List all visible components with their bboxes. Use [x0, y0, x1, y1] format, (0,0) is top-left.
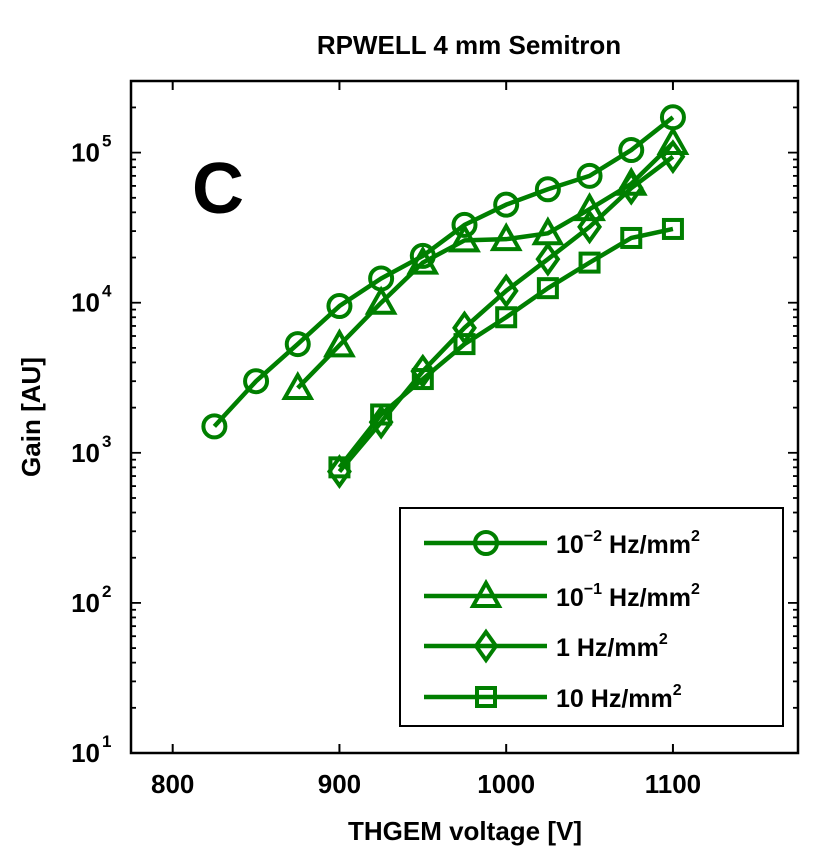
y-tick-exponent: 3 — [102, 432, 111, 451]
legend-item: 1 Hz/mm2 — [424, 628, 668, 664]
y-tick-exponent: 4 — [102, 282, 112, 301]
data-point-triangle — [281, 370, 315, 401]
data-point-square — [620, 226, 643, 249]
series-layer — [201, 104, 690, 490]
legend-label: 10−1 Hz/mm2 — [556, 581, 700, 612]
data-point-circle — [243, 368, 270, 395]
data-point-diamond — [577, 209, 603, 245]
x-axis-label: THGEM voltage [V] — [348, 816, 582, 846]
legend-marker — [473, 628, 499, 664]
legend: 10−2 Hz/mm2 10−1 Hz/mm2 1 Hz/mm2 10 Hz/mm2 — [399, 507, 784, 727]
series-circle — [201, 104, 686, 440]
data-point-circle — [451, 211, 478, 238]
x-tick-label: 1000 — [477, 769, 535, 799]
y-tick-exponent: 2 — [102, 582, 111, 601]
data-point-triangle — [406, 245, 440, 275]
y-tick-label: 10 — [71, 138, 100, 168]
data-point-square — [411, 368, 434, 391]
data-point-circle — [534, 176, 561, 203]
data-point-circle — [284, 331, 311, 358]
y-tick-label: 10 — [71, 738, 100, 768]
data-point-diamond — [368, 404, 394, 440]
y-tick-label: 10 — [71, 288, 100, 318]
data-point-diamond — [618, 170, 644, 206]
data-point-triangle — [364, 285, 398, 315]
y-tick-exponent: 5 — [102, 132, 111, 151]
data-point-square — [578, 251, 601, 274]
legend-label: 1 Hz/mm2 — [556, 631, 668, 662]
data-point-diamond — [660, 139, 686, 175]
plot-frame — [129, 79, 800, 755]
data-point-triangle — [448, 223, 481, 253]
legend-item: 10 Hz/mm2 — [424, 682, 682, 713]
legend-item: 10−1 Hz/mm2 — [424, 578, 700, 612]
x-tick-label: 900 — [318, 769, 361, 799]
legend-marker — [469, 578, 503, 608]
data-point-triangle — [573, 192, 606, 222]
series-line — [296, 141, 675, 390]
y-tick-label: 10 — [71, 588, 100, 618]
data-point-square — [453, 333, 476, 356]
data-point-square — [495, 306, 518, 329]
y-axis-label: Gain [AU] — [16, 357, 46, 477]
legend-label: 10 Hz/mm2 — [556, 682, 682, 713]
chart-title: RPWELL 4 mm Semitron — [317, 30, 621, 60]
panel-letter: C — [192, 149, 244, 229]
data-point-square — [661, 217, 684, 240]
data-point-circle — [493, 191, 520, 218]
x-tick-label: 1100 — [645, 769, 701, 799]
series-line — [212, 115, 675, 428]
data-point-diamond — [410, 353, 436, 389]
series-line — [337, 226, 674, 469]
y-tick-exponent: 1 — [102, 732, 111, 751]
data-point-circle — [201, 413, 228, 440]
data-point-square — [370, 403, 393, 426]
legend-label: 10−2 Hz/mm2 — [556, 528, 700, 559]
data-point-circle — [618, 137, 645, 164]
data-point-triangle — [489, 222, 523, 252]
data-point-circle — [326, 293, 353, 320]
legend-marker — [475, 686, 497, 708]
data-point-triangle — [656, 125, 690, 155]
series-square — [328, 217, 684, 479]
y-tick-label: 10 — [71, 438, 100, 468]
data-point-diamond — [493, 273, 519, 309]
data-point-square — [536, 277, 559, 300]
data-point-triangle — [323, 328, 356, 358]
data-point-diamond — [326, 454, 352, 490]
data-point-circle — [576, 162, 603, 189]
data-point-diamond — [535, 241, 561, 277]
series-triangle — [281, 125, 690, 401]
x-tick-label: 800 — [151, 769, 194, 799]
legend-marker — [473, 530, 499, 556]
legend-item: 10−2 Hz/mm2 — [424, 528, 700, 559]
data-point-square — [328, 456, 351, 479]
